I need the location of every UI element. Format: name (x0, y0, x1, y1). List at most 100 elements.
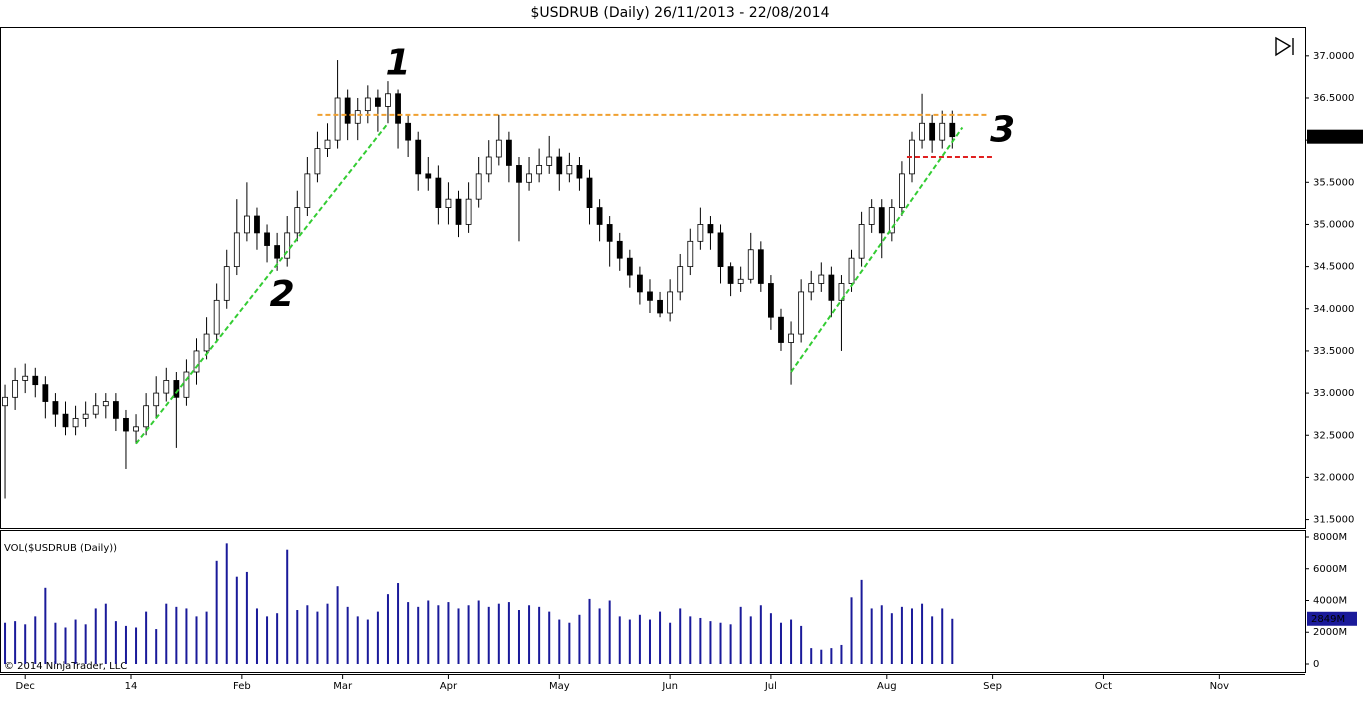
candle-body (344, 97, 351, 124)
candle-body (314, 148, 321, 175)
volume-bar (669, 622, 672, 664)
candle-body (193, 350, 200, 373)
volume-bar (699, 617, 702, 664)
volume-bar (407, 602, 410, 664)
candle-body (82, 413, 89, 419)
price-frame (0, 27, 1306, 529)
candle-body (707, 224, 714, 234)
volume-bar (568, 622, 571, 664)
volume-bar (840, 644, 843, 664)
y-tick-label: 31.5000 (1313, 515, 1354, 526)
copyright: © 2014 NinjaTrader, LLC (4, 661, 127, 672)
candle-body (727, 266, 734, 284)
volume-bar (104, 603, 107, 664)
candle-body (848, 257, 855, 284)
candle-body (475, 173, 482, 200)
candle-body (274, 245, 281, 259)
volume-bar (185, 608, 188, 664)
candle-body (183, 371, 190, 398)
volume-bar (457, 608, 460, 664)
x-tick-label: Feb (233, 681, 251, 692)
candle-body (52, 401, 59, 415)
candle-body (42, 384, 49, 402)
volume-bar (517, 610, 520, 664)
volume-bar (225, 543, 228, 664)
volume-bar (24, 624, 27, 664)
volume-bar (135, 627, 138, 664)
volume-bar (356, 616, 359, 664)
candle-body (596, 207, 603, 225)
candle-body (505, 139, 512, 166)
volume-bar (175, 606, 178, 664)
last-price-box (1307, 129, 1363, 144)
volume-bar (235, 576, 238, 664)
candle-body (657, 299, 663, 314)
candle-body (697, 224, 704, 242)
x-tick-label: May (549, 681, 570, 692)
candle-body (364, 97, 371, 112)
volume-bar (54, 622, 57, 664)
candle-body (888, 207, 895, 234)
volume-bar (477, 600, 480, 664)
candle-body (495, 139, 502, 158)
candle-body (415, 139, 422, 175)
candle-body (304, 173, 311, 208)
volume-bar (719, 622, 722, 664)
candle-body (12, 380, 19, 398)
candle-body (213, 299, 220, 335)
candle-body (717, 232, 724, 268)
candle-body (798, 291, 805, 335)
candle-body (123, 417, 129, 432)
play-icon[interactable] (1275, 36, 1294, 57)
volume-bar (427, 600, 430, 664)
volume-bar (266, 616, 269, 664)
x-tick-label: 14 (125, 681, 138, 692)
volume-bar (165, 603, 168, 664)
volume-bar (124, 625, 127, 664)
volume-bar (870, 608, 873, 664)
candle-body (576, 165, 583, 179)
candle-body (284, 232, 291, 259)
y2-tick-label: 2000M (1313, 627, 1347, 638)
volume-bar (386, 594, 389, 664)
candle-body (808, 283, 815, 293)
volume-bar (487, 606, 490, 664)
volume-bar (74, 619, 77, 664)
y-tick-label: 33.0000 (1313, 388, 1354, 399)
last-volume-label: 2849M (1311, 614, 1345, 625)
candle-body (102, 401, 109, 407)
y2-tick-label: 4000M (1313, 595, 1347, 606)
candle-body (334, 97, 341, 141)
candle-body (485, 156, 492, 175)
candle-body (92, 405, 99, 415)
y-tick-label: 32.5000 (1313, 430, 1354, 441)
volume-bar (850, 597, 853, 664)
volume-bar (931, 616, 934, 664)
volume-bar (64, 627, 67, 664)
volume-bar (709, 621, 712, 664)
y2-tick-label: 8000M (1313, 532, 1347, 543)
candle-body (949, 122, 956, 138)
volume-bar (558, 619, 561, 664)
candle-body (445, 198, 452, 208)
candle-body (757, 249, 764, 284)
x-tick-label: Oct (1095, 681, 1112, 692)
candle-body (62, 413, 69, 428)
volume-bar (779, 622, 782, 664)
x-tick-label: Aug (877, 681, 897, 692)
volume-bar (44, 587, 47, 664)
candle-body (133, 426, 139, 432)
volume-bar (749, 616, 752, 664)
volume-bar (34, 616, 37, 664)
trend-line (135, 122, 389, 445)
candle-body (878, 207, 885, 234)
volume-bar (155, 629, 158, 664)
candle-body (899, 173, 905, 208)
volume-bar (810, 648, 813, 664)
annotation: 2 (270, 274, 295, 315)
volume-bar (4, 622, 7, 664)
candle-body (465, 198, 472, 225)
volume-bar (921, 603, 924, 664)
volume-bar (900, 606, 903, 664)
